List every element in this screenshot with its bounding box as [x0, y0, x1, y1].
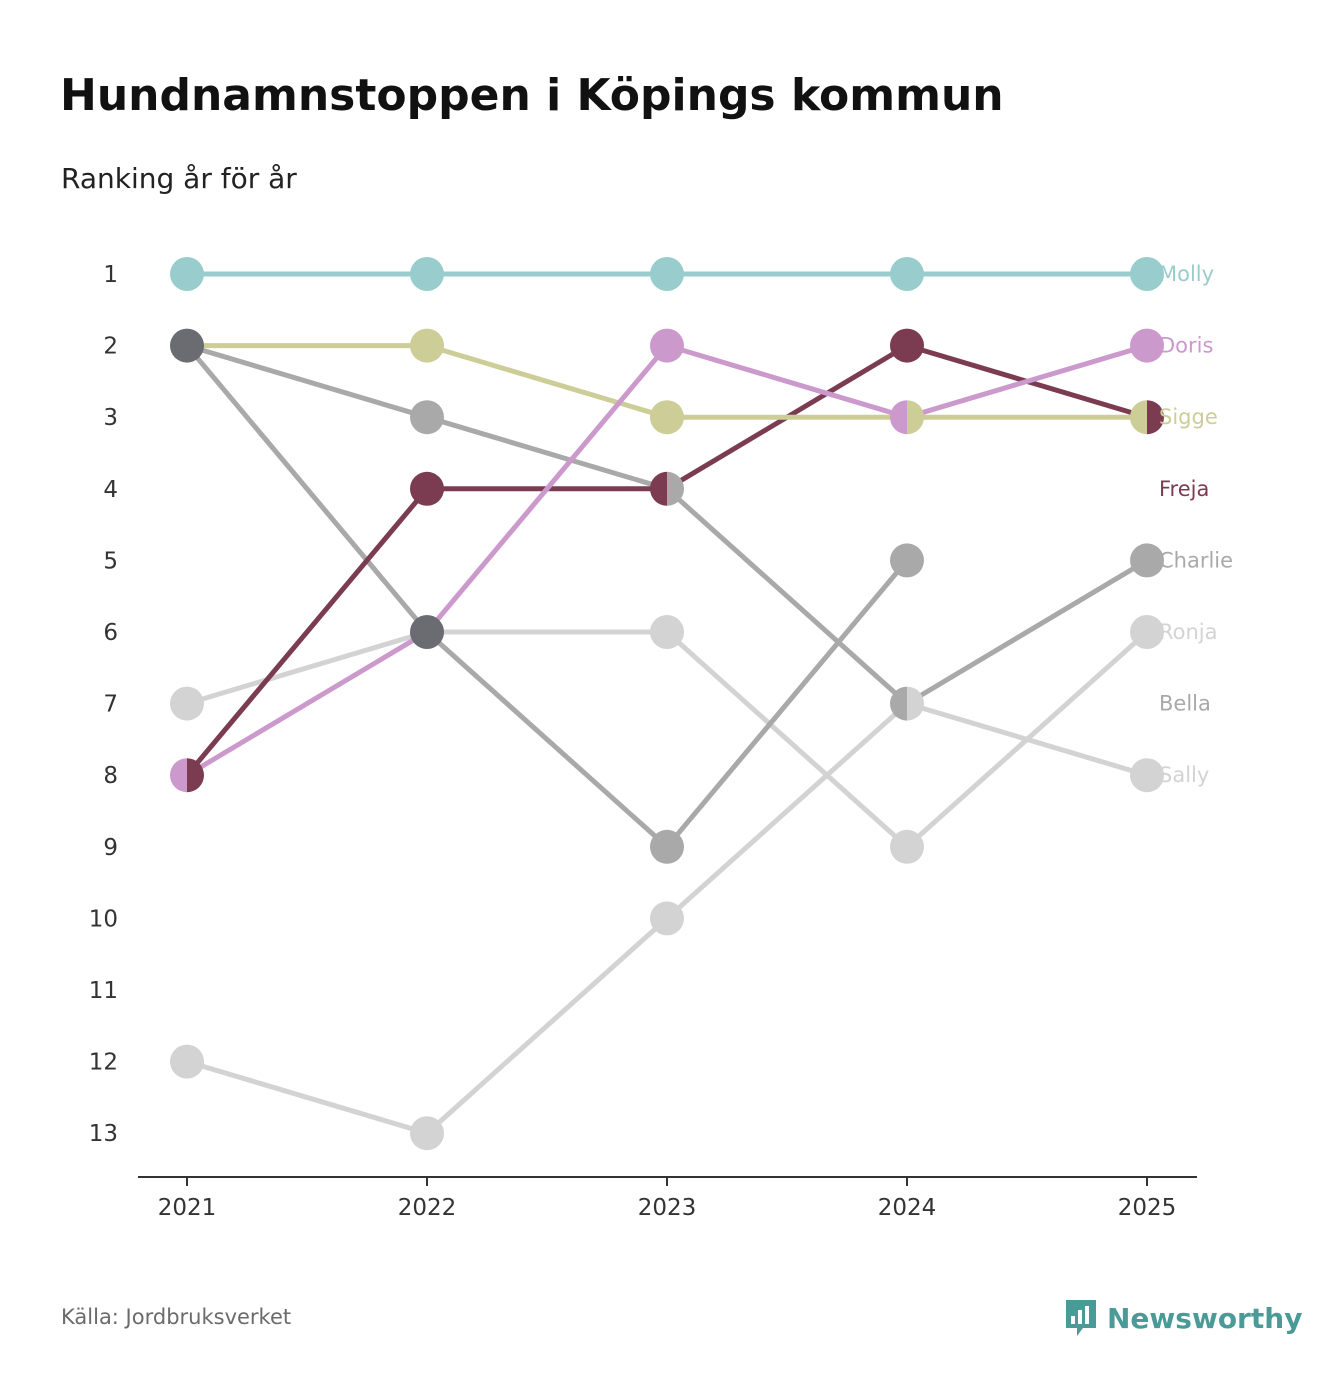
point-sigge-2023: [650, 400, 684, 435]
point-doris-2023: [650, 328, 684, 363]
point-charlie-2024: [890, 686, 907, 721]
y-tick-label-10: 10: [89, 906, 118, 932]
point-molly-2023: [650, 257, 684, 291]
point-doris-2024: [890, 400, 907, 435]
point-sally-2025: [1130, 758, 1164, 793]
point-freja-2025: [1147, 400, 1164, 435]
y-tick-label-1: 1: [103, 262, 118, 288]
point-sigge-2021: [170, 329, 204, 363]
point-freja-2024: [890, 328, 924, 363]
point-charlie-2023: [667, 471, 684, 506]
series-line-ronja: [186, 629, 1149, 850]
point-sigge-2024: [907, 400, 924, 435]
point-overlap-2022-6: [410, 615, 444, 649]
point-sigge-2025: [1130, 400, 1147, 435]
x-tick-label-2024: 2024: [878, 1195, 937, 1221]
series-label-molly: Molly: [1159, 262, 1214, 286]
y-tick-label-5: 5: [103, 548, 118, 574]
series-label-charlie: Charlie: [1159, 548, 1233, 572]
y-tick-label-13: 13: [89, 1121, 118, 1147]
point-sally-2022: [410, 1116, 444, 1151]
page-title: Hundnamnstoppen i Köpings kommun: [60, 70, 1004, 121]
series-label-sally: Sally: [1159, 763, 1209, 787]
point-ronja-2024: [890, 829, 924, 864]
point-molly-2022: [410, 257, 444, 291]
series-label-bella: Bella: [1159, 692, 1211, 716]
brand-name: Newsworthy: [1107, 1301, 1303, 1335]
point-sally-2023: [650, 901, 684, 936]
point-sally-2021: [170, 1044, 204, 1079]
point-molly-2025: [1130, 257, 1164, 291]
y-tick-label-9: 9: [103, 835, 118, 861]
point-ronja-2021: [170, 686, 204, 721]
series-line-charlie: [186, 343, 1149, 707]
x-tick-label-2021: 2021: [158, 1195, 217, 1221]
newsworthy-icon: [1066, 1300, 1096, 1336]
point-freja-2022: [410, 471, 444, 506]
point-molly-2024: [890, 257, 924, 291]
y-tick-label-8: 8: [103, 763, 118, 789]
y-tick-label-3: 3: [103, 405, 118, 431]
point-ronja-2023: [650, 615, 684, 649]
series-label-doris: Doris: [1159, 334, 1213, 358]
y-tick-label-4: 4: [103, 477, 118, 503]
source-note: Källa: Jordbruksverket: [61, 1305, 292, 1329]
point-freja-2023: [650, 471, 667, 506]
point-doris-2025: [1130, 328, 1164, 363]
y-tick-label-2: 2: [103, 334, 118, 360]
point-sally-2024: [907, 686, 924, 721]
x-tick-label-2023: 2023: [638, 1195, 697, 1221]
series-line-bella: [185, 343, 909, 850]
series-label-sigge: Sigge: [1159, 405, 1218, 429]
x-tick-label-2022: 2022: [398, 1195, 457, 1221]
point-charlie-2025: [1130, 543, 1164, 578]
point-molly-2021: [170, 257, 204, 291]
y-tick-label-7: 7: [103, 692, 118, 718]
y-tick-label-11: 11: [89, 978, 118, 1004]
y-tick-label-12: 12: [89, 1050, 118, 1076]
x-tick-label-2025: 2025: [1118, 1195, 1177, 1221]
chart-subtitle: Ranking år för år: [61, 162, 297, 195]
brand-logo: Newsworthy: [1063, 1298, 1302, 1338]
point-ronja-2025: [1130, 615, 1164, 649]
y-tick-label-6: 6: [103, 620, 118, 646]
point-bella-2023: [650, 829, 684, 864]
point-charlie-2022: [410, 400, 444, 435]
point-overlap-2021-2: [170, 328, 204, 363]
series-label-ronja: Ronja: [1159, 620, 1218, 644]
series-label-freja: Freja: [1159, 477, 1209, 501]
point-freja-2021: [187, 758, 204, 793]
point-doris-2021: [170, 758, 187, 793]
point-sigge-2022: [410, 328, 444, 363]
point-doris-2022: [410, 615, 444, 649]
point-bella-2024: [890, 543, 924, 578]
